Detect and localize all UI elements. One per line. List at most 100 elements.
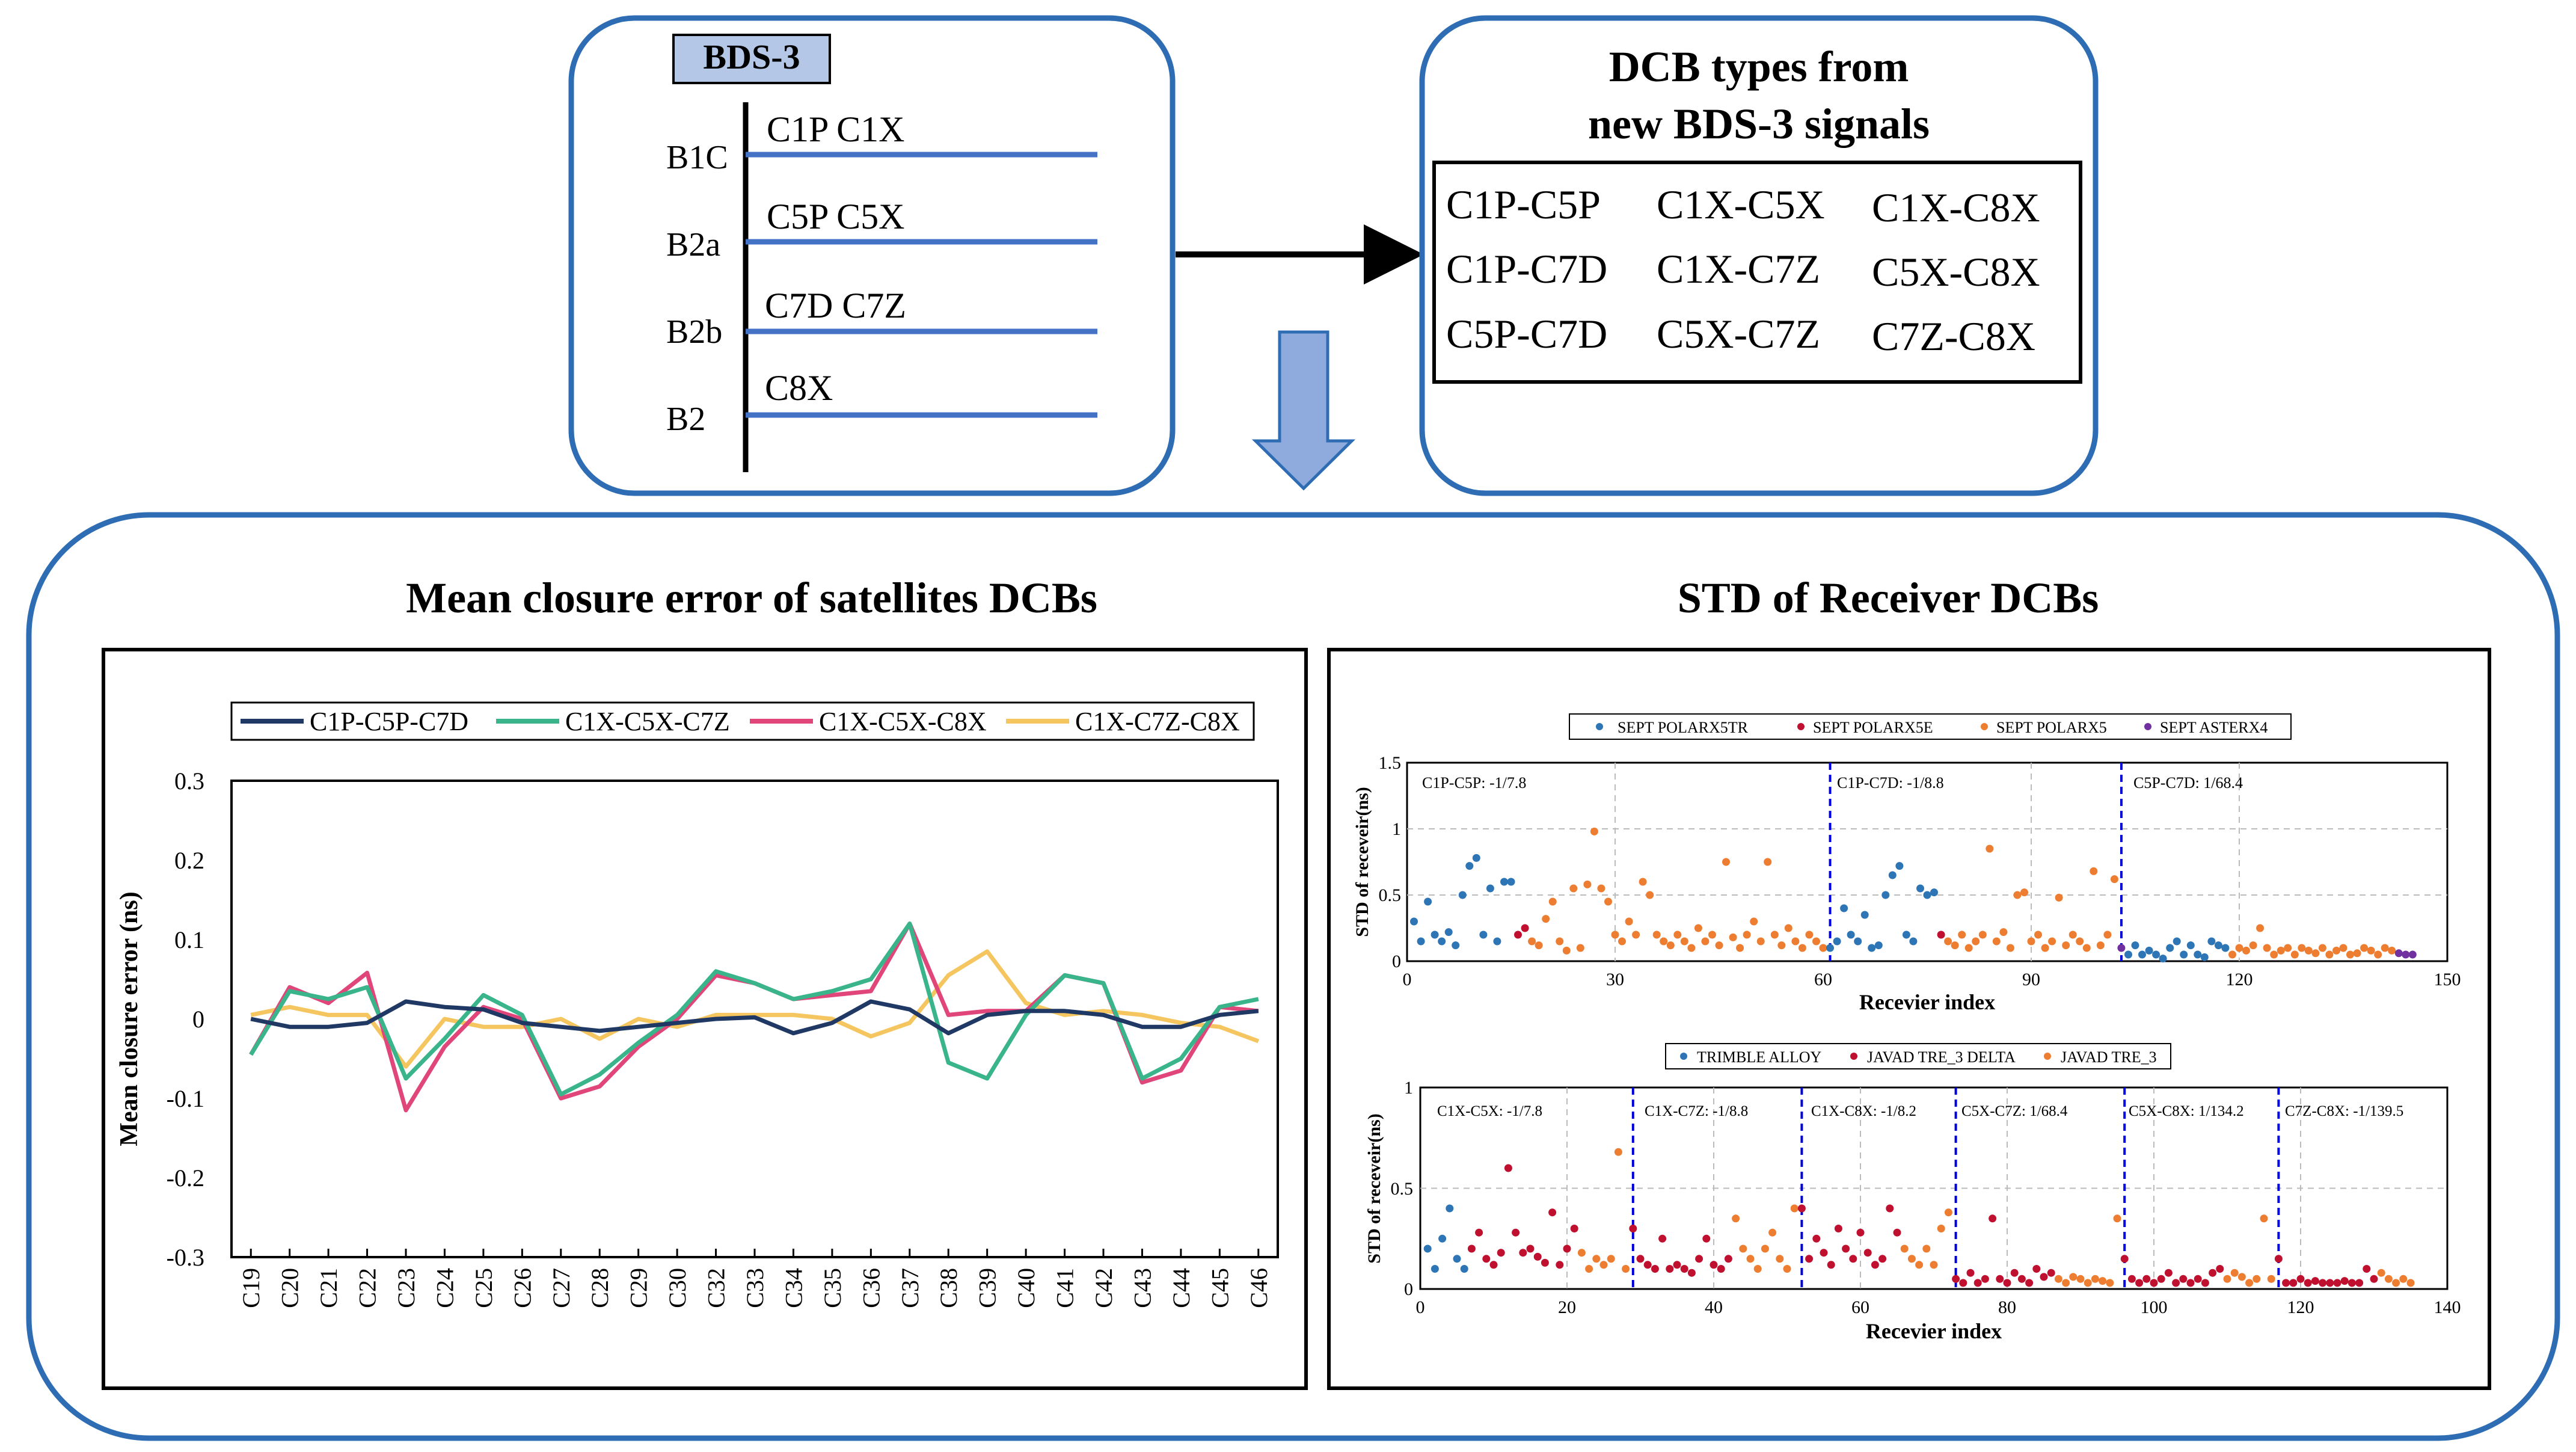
legend: C1P-C5P-C7D C1X-C5X-C7Z C1X-C5X-C8X C1X-… — [230, 701, 1255, 741]
data-point — [1590, 827, 1598, 835]
data-point — [1981, 1275, 1989, 1283]
data-point — [1489, 1261, 1498, 1269]
data-point — [2242, 946, 2250, 955]
data-point — [1592, 1255, 1601, 1263]
data-point — [2186, 1279, 2195, 1287]
data-point — [2179, 1275, 2188, 1283]
data-point — [2339, 944, 2348, 952]
legend-label: SEPT POLARX5TR — [1618, 719, 1749, 736]
data-point — [2256, 924, 2265, 932]
data-point — [1907, 1255, 1916, 1263]
data-point — [2290, 950, 2299, 959]
dcb-type: C1X-C7Z — [1657, 246, 1820, 292]
data-point — [2245, 1279, 2254, 1287]
data-point — [2200, 953, 2209, 961]
data-point — [2084, 1279, 2092, 1287]
data-point — [1618, 937, 1626, 946]
data-point — [2096, 941, 2105, 950]
annotations: C1P-C5P: -1/7.8 C1P-C7D: -1/8.8 C5P-C7D:… — [1422, 774, 2243, 792]
x-tick-label: C22 — [354, 1268, 381, 1308]
data-point — [2166, 944, 2174, 952]
data-point — [1611, 931, 1619, 939]
data-point — [1695, 1255, 1704, 1263]
signal-b1c: C1P C1X B1C — [666, 109, 1097, 176]
data-point — [2388, 946, 2396, 955]
data-point — [2274, 1255, 2283, 1263]
dcb-type: C1X-C8X — [1872, 185, 2040, 230]
data-point — [2381, 944, 2389, 952]
data-point — [1952, 1275, 1960, 1283]
legend-label: JAVAD TRE_3 — [2061, 1048, 2157, 1066]
data-point — [1812, 937, 1820, 946]
x-tick-label: C38 — [935, 1268, 962, 1308]
y-axis-label: STD of receveir(ns) — [1352, 787, 1372, 937]
data-point — [2360, 944, 2369, 952]
x-axis-label: Recevier index — [1866, 1319, 2002, 1343]
data-point — [1475, 1228, 1483, 1237]
signal-codes: C1P C1X — [767, 109, 905, 149]
x-tick-label: C19 — [238, 1268, 265, 1308]
y-tick-label: 0.5 — [1391, 1179, 1414, 1199]
legend-marker — [1981, 723, 1988, 730]
annotation: C1X-C5X: -1/7.8 — [1437, 1103, 1542, 1119]
data-point — [2145, 946, 2153, 955]
bds-label: BDS-3 — [703, 37, 800, 76]
data-point — [1458, 891, 1467, 899]
legend-label: SEPT POLARX5E — [1813, 719, 1933, 736]
data-point — [1992, 937, 2001, 946]
data-point — [1820, 1249, 1828, 1257]
data-point — [2131, 941, 2139, 950]
legend-box — [1569, 713, 2292, 740]
data-point — [2408, 950, 2417, 959]
data-point — [1833, 937, 1841, 946]
x-tick-label: C28 — [586, 1268, 613, 1308]
data-point — [2311, 1277, 2319, 1285]
annotation: C1X-C8X: -1/8.2 — [1811, 1103, 1916, 1119]
data-point — [2353, 949, 2361, 958]
data-point — [1753, 1265, 1762, 1273]
data-point — [2180, 950, 2188, 959]
y-tick-label: -0.2 — [167, 1164, 204, 1192]
y-tick-label: 0.5 — [1379, 885, 1402, 905]
data-point — [2346, 950, 2354, 959]
data-point — [2062, 1279, 2070, 1287]
y-tick-label: 1.5 — [1379, 753, 1402, 773]
data-point — [1999, 928, 2008, 937]
data-point — [1746, 1255, 1755, 1263]
y-tick-label: 0.1 — [174, 926, 204, 953]
x-tick-label: C33 — [741, 1268, 768, 1308]
data-point — [2318, 944, 2326, 952]
data-point — [1827, 1261, 1835, 1269]
dcb-types-box — [1432, 161, 2082, 384]
section-dividers — [1631, 1087, 2280, 1289]
data-point — [1750, 917, 1758, 926]
bds-panel-border — [568, 15, 1176, 496]
data-point — [1937, 931, 1945, 939]
x-tick-label: C32 — [703, 1268, 730, 1308]
data-point — [1493, 937, 1501, 946]
series-line — [250, 999, 1259, 1036]
data-point — [2055, 893, 2063, 902]
data-point — [1893, 1228, 1901, 1237]
data-point — [1978, 931, 1987, 939]
data-point — [2120, 1255, 2129, 1263]
data-point — [2267, 1275, 2275, 1283]
y-tick-label: 0.2 — [174, 847, 204, 874]
x-tick-label: 30 — [1606, 970, 1624, 989]
data-point — [1556, 937, 1564, 946]
data-point — [1986, 844, 1994, 853]
x-tick-label: 60 — [1814, 970, 1832, 989]
data-point — [2209, 1269, 2217, 1277]
data-point — [2348, 1279, 2356, 1287]
data-point — [1770, 931, 1779, 939]
data-point — [2013, 891, 2022, 899]
data-point — [2384, 1275, 2393, 1283]
data-point — [1526, 1244, 1535, 1253]
signal-b2b: C7D C7Z B2b — [666, 286, 1097, 351]
data-point — [1562, 946, 1571, 955]
signal-band: B2 — [666, 401, 705, 438]
data-point — [1756, 937, 1765, 946]
data-point — [1791, 937, 1800, 946]
data-point — [2296, 1275, 2305, 1283]
